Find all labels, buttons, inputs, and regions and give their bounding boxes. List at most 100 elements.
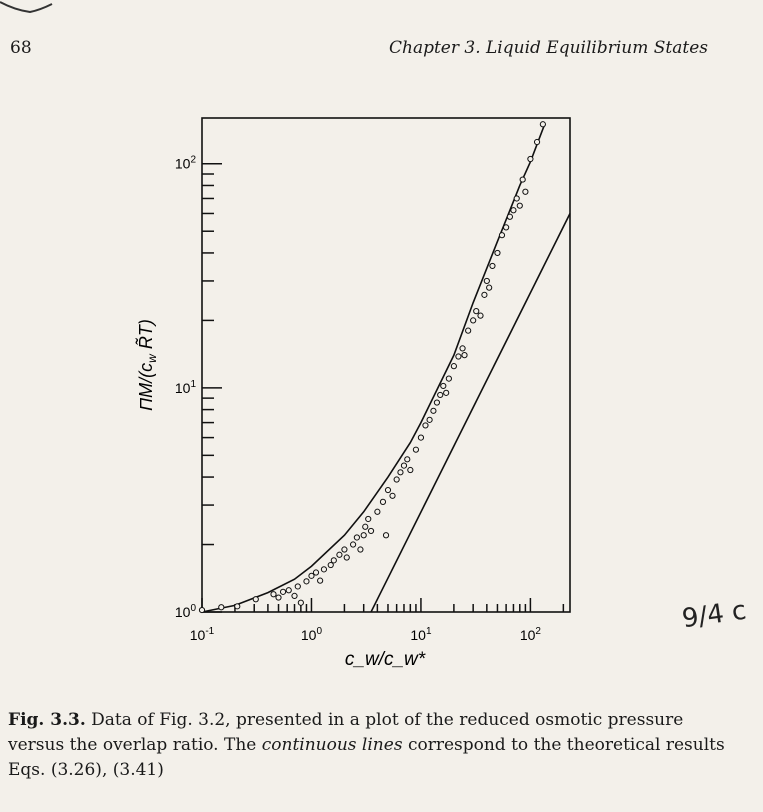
x-tick-label: 102 [520,626,542,643]
figure-caption-line-1: Fig. 3.3. Data of Fig. 3.2, presented in… [8,708,683,733]
data-point [317,577,324,584]
data-point [330,557,337,564]
data-point [422,422,429,429]
data-point [382,532,390,539]
data-point [397,469,404,476]
data-point [513,195,520,202]
data-point [400,462,408,469]
data-point [470,317,477,324]
plot-frame [201,117,571,613]
data-point [291,592,298,599]
chapter-title: Chapter 3. Liquid Equilibrium States [389,38,708,58]
data-point [234,603,241,610]
data-point [312,569,320,576]
data-point [270,591,277,598]
data-point [519,176,526,183]
data-point [384,486,392,494]
data-point [459,345,466,352]
data-point [450,363,457,370]
data-point [522,188,529,195]
data-point [341,546,348,553]
data-points [198,121,546,614]
data-point [252,596,259,603]
theory-curve-eq-3-26 [201,123,546,613]
data-point [473,308,480,315]
page-number: 68 [10,38,32,58]
y-tick-label: 101 [175,379,197,396]
data-point [379,498,387,505]
x-tick-label: 101 [410,626,432,643]
data-point [481,291,488,298]
data-point [404,456,411,463]
data-point [426,416,433,423]
data-point [349,541,357,548]
data-point [461,352,468,359]
data-point [362,523,369,530]
data-point [357,546,364,553]
figure-label: Fig. 3.3. [8,710,86,730]
axis-ticks [201,162,565,613]
data-point [533,138,541,146]
data-point [279,588,287,595]
data-point [430,407,437,414]
data-point [440,382,447,390]
data-point [374,508,381,515]
data-point [494,249,501,257]
data-point [489,262,496,270]
data-point [483,277,490,285]
data-point [389,492,396,499]
theory-lines [201,123,571,613]
data-point [275,594,282,601]
data-point [516,202,523,209]
top-left-pen-mark [0,1,53,14]
caption-text: Data of Fig. 3.2, presented in a plot of… [85,710,684,730]
x-axis-label: c_w/c_w* [345,649,426,670]
data-point [433,399,441,406]
y-tick-label: 102 [175,155,197,172]
data-point [503,224,510,231]
data-point [510,207,517,214]
data-point [539,121,546,128]
data-point [455,353,462,360]
data-point [437,391,444,399]
figure-caption-line-2: versus the overlap ratio. The continuous… [8,733,725,758]
data-point [367,527,375,535]
data-point [365,515,372,523]
data-point [527,155,534,163]
data-point [336,551,343,558]
data-point [393,476,400,483]
data-point [327,561,334,569]
figure-caption-line-3: Eqs. (3.26), (3.41) [8,760,164,780]
theory-line-eq-3-41 [370,213,571,613]
data-point [477,312,484,319]
x-tick-label: 100 [301,626,323,643]
data-point [198,606,206,614]
y-tick-label: 100 [175,603,197,620]
data-point [353,534,360,541]
caption-text: versus the overlap ratio. The [8,735,262,755]
data-point [297,599,304,606]
osmotic-pressure-plot: 10-1 100 101 102 100 101 102 c_w/c_w* ΠM/(cw R… [0,1,571,670]
data-point [308,572,315,579]
caption-text: correspond to the theoretical results [402,735,725,755]
data-point [343,554,350,561]
data-point [486,284,493,291]
caption-italic: continuous lines [261,735,403,755]
data-point [360,532,367,539]
data-point [285,587,292,594]
data-point [303,578,310,585]
data-point [506,213,514,220]
data-point [294,583,301,590]
x-tick-label: 10-1 [190,626,215,643]
data-point [218,604,225,611]
data-point [407,466,414,474]
data-point [465,327,472,334]
tick-labels: 10-1 100 101 102 100 101 102 [175,155,542,643]
data-point [445,375,452,382]
data-point [320,566,328,573]
data-point [412,446,420,453]
y-axis-label: ΠM/(cw R̃T) [135,319,159,411]
data-point [498,232,506,239]
data-point [443,389,450,396]
data-point [417,434,425,441]
